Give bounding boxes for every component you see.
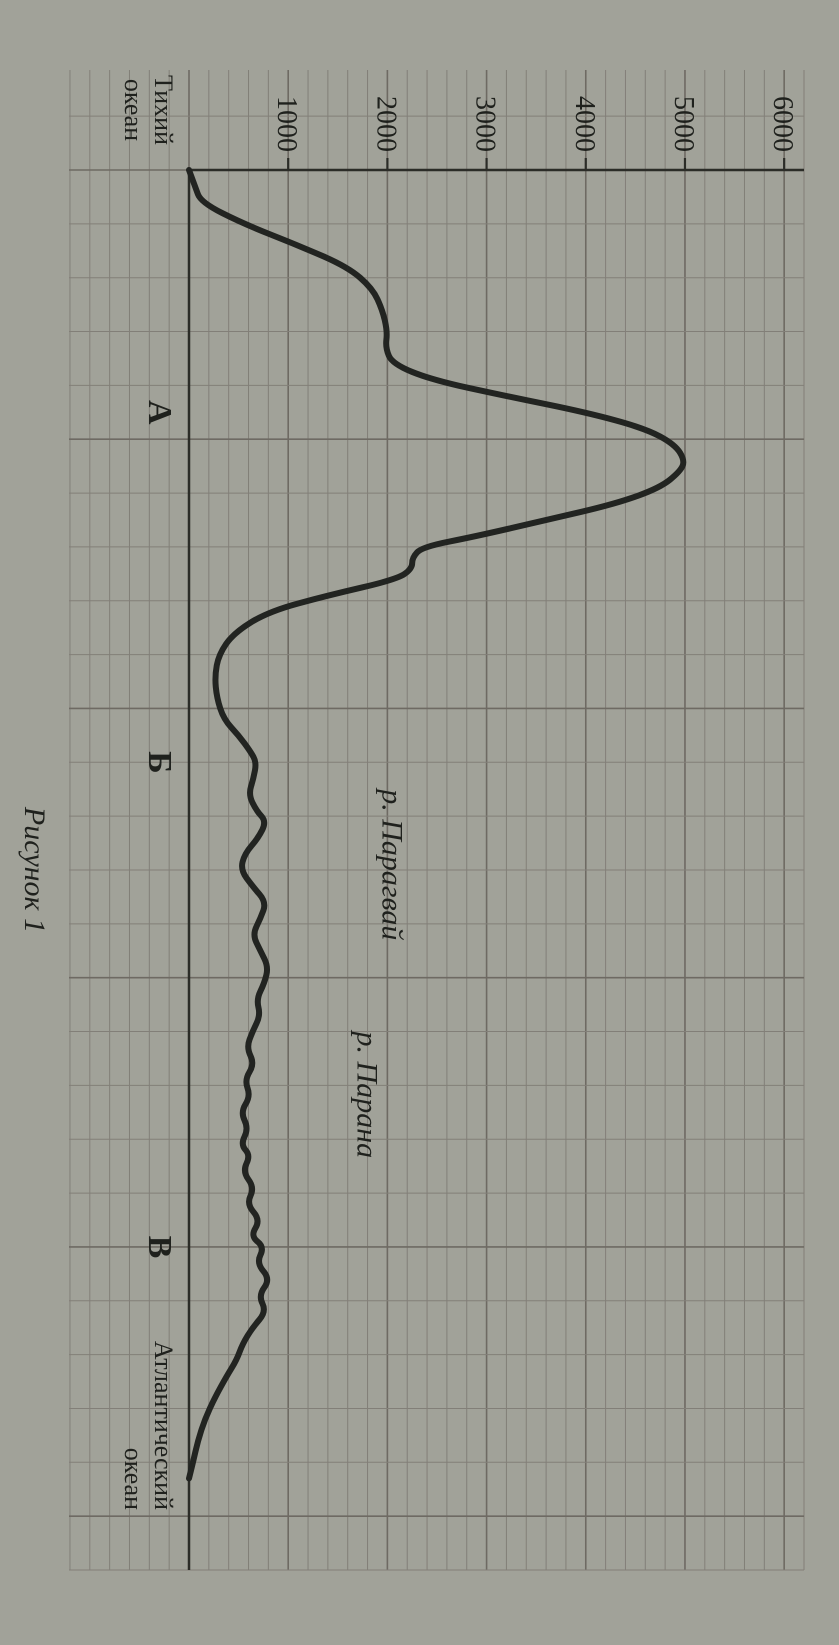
river-label: р. Парана — [351, 1030, 384, 1159]
figure-caption: Рисунок 1 — [18, 806, 51, 933]
y-tick-label: 3000 — [470, 96, 501, 152]
x-letter: Б — [141, 751, 178, 773]
x-letter: В — [141, 1236, 178, 1259]
profile-chart: 1000 2000 3000 4000 5000 6000 р. Парагвай р. Па… — [0, 0, 839, 1645]
y-tick-label: 2000 — [370, 96, 401, 152]
x-letter: А — [141, 400, 178, 425]
ocean-left-label: Тихийокеан — [119, 75, 178, 145]
y-tick-label: 5000 — [668, 96, 699, 152]
y-tick-label: 1000 — [271, 96, 302, 152]
river-label: р. Парагвай — [375, 787, 408, 940]
grid-paper — [69, 70, 804, 1570]
landscape-layer: 1000 2000 3000 4000 5000 6000 р. Парагвай р. Па… — [18, 70, 804, 1570]
y-tick-label: 6000 — [767, 96, 798, 152]
y-tick-label: 4000 — [569, 96, 600, 152]
